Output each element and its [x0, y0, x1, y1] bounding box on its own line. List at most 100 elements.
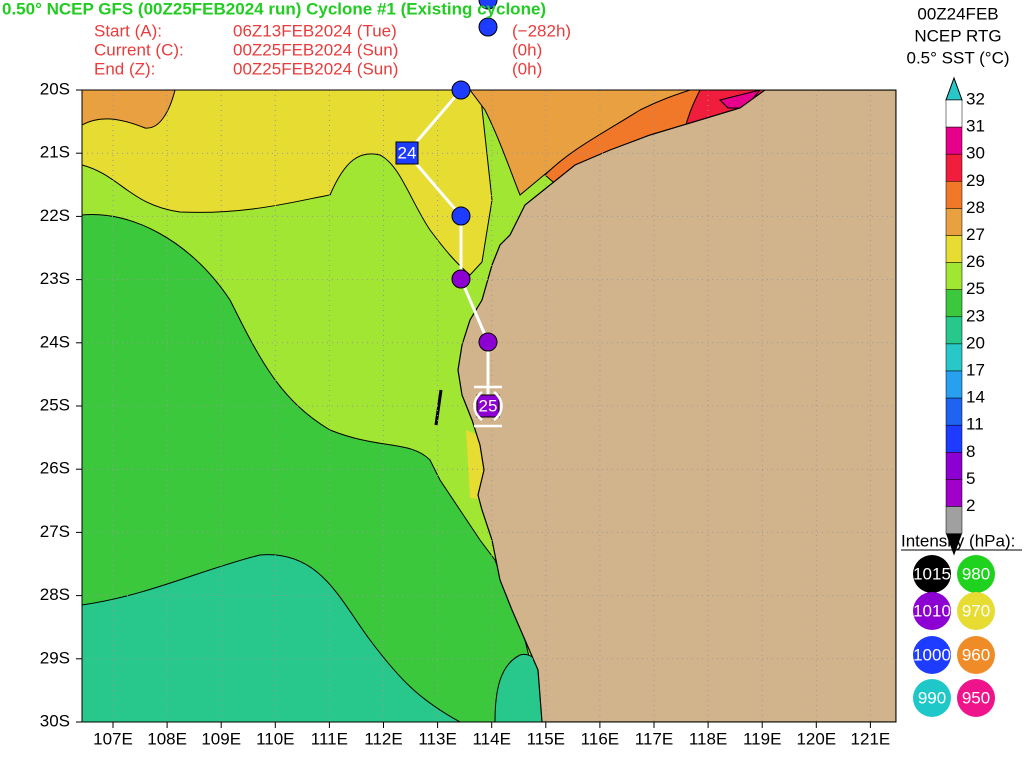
- lon-label: 118E: [689, 729, 727, 748]
- lon-label: 111E: [311, 729, 348, 748]
- lat-label: 28S: [40, 585, 70, 604]
- colorbar-label: 14: [966, 388, 985, 407]
- intensity-swatch: [913, 555, 951, 593]
- intensity-label: 1015: [913, 564, 951, 583]
- intensity-label: 960: [962, 645, 990, 664]
- colorbar-label: 17: [966, 360, 985, 379]
- colorbar-label: 32: [966, 89, 985, 108]
- colorbar-bottom: [946, 533, 962, 556]
- colorbar-label: 20: [966, 333, 985, 352]
- colorbar-label: 26: [966, 252, 985, 271]
- lon-label: 120E: [796, 729, 836, 748]
- title: 0.50° NCEP GFS (00Z25FEB2024 run) Cyclon…: [2, 0, 546, 18]
- header-line: 06Z13FEB2024 (Tue): [233, 21, 397, 40]
- colorbar-segment: [945, 99, 963, 128]
- lat-label: 24S: [40, 332, 70, 351]
- intensity-label: 990: [918, 688, 946, 707]
- colorbar-label: 11: [966, 415, 984, 434]
- header-line: End (Z):: [94, 59, 155, 78]
- track-day-marker: [395, 141, 419, 165]
- lon-label: 112E: [364, 729, 402, 748]
- top-right-label: NCEP RTG: [914, 26, 1001, 45]
- lon-label: 117E: [635, 729, 673, 748]
- lon-label: 121E: [851, 729, 891, 748]
- colorbar-segment: [945, 452, 963, 480]
- colorbar-label: 29: [966, 171, 985, 190]
- map: [82, 90, 896, 722]
- colorbar-segment: [945, 181, 963, 209]
- lon-label: 109E: [201, 729, 241, 748]
- intensity-label: 980: [962, 564, 990, 583]
- top-right-label: 00Z24FEB: [917, 4, 998, 23]
- labels: 0.50° NCEP GFS (00Z25FEB2024 run) Cyclon…: [2, 0, 1022, 748]
- intensity-swatch: [913, 636, 951, 674]
- intensity-swatch: [913, 592, 951, 630]
- lat-label: 21S: [40, 143, 70, 162]
- track-label: 25: [479, 396, 498, 415]
- intensity-swatch: [957, 555, 995, 593]
- lat-label: 30S: [40, 711, 70, 730]
- header-line: Start (A):: [94, 21, 162, 40]
- colorbar-label: 27: [966, 225, 985, 244]
- intensity-swatch: [957, 679, 995, 717]
- track-point: [478, 17, 498, 37]
- colorbar-label: 25: [966, 279, 985, 298]
- island: [434, 389, 443, 426]
- track-line: [405, 0, 490, 406]
- lat-label: 22S: [40, 206, 70, 225]
- colorbar-segment: [945, 126, 963, 155]
- lat-label: 23S: [40, 269, 70, 288]
- track-point: [451, 269, 471, 289]
- intensity-label: 1010: [913, 601, 951, 620]
- track-label: 24: [398, 143, 417, 162]
- lon-label: 113E: [418, 729, 456, 748]
- lon-label: 115E: [527, 729, 565, 748]
- colorbar-label: 2: [966, 496, 975, 515]
- lat-label: 26S: [40, 459, 70, 478]
- track-day-marker: [476, 394, 500, 418]
- track-point: [451, 80, 471, 100]
- header-line: (−282h): [512, 21, 571, 40]
- lon-label: 114E: [472, 729, 510, 748]
- lon-label: 119E: [743, 729, 781, 748]
- lon-label: 108E: [147, 729, 187, 748]
- lat-label: 25S: [40, 395, 70, 414]
- sea-23: [82, 554, 461, 722]
- lat-label: 20S: [40, 79, 70, 98]
- sea-27: [82, 90, 493, 276]
- intensity-swatch: [913, 679, 951, 717]
- track: [395, 0, 503, 428]
- colorbar-label: 30: [966, 144, 985, 163]
- intensity-label: 1000: [913, 645, 951, 664]
- colorbar-segment: [945, 343, 963, 372]
- colorbar-segment: [945, 289, 963, 318]
- colorbar-segment: [945, 479, 963, 507]
- colorbar-label: 28: [966, 198, 985, 217]
- header-line: 00Z25FEB2024 (Sun): [233, 59, 398, 78]
- track-point: [478, 332, 498, 352]
- lon-label: 107E: [93, 729, 133, 748]
- lat-label: 29S: [40, 648, 70, 667]
- colorbar-segment: [945, 370, 963, 399]
- header-line: (0h): [512, 40, 542, 59]
- intensity-label: 950: [962, 688, 990, 707]
- colorbar-segment: [945, 506, 963, 534]
- header-line: (0h): [512, 59, 542, 78]
- lon-label: 116E: [581, 729, 619, 748]
- colorbar-segment: [945, 208, 963, 236]
- colorbar-label: 5: [966, 469, 975, 488]
- intensity-swatch: [957, 636, 995, 674]
- intensity-swatch: [957, 592, 995, 630]
- lon-label: 110E: [256, 729, 294, 748]
- track-point: [478, 0, 498, 10]
- header-line: Current (C):: [94, 40, 184, 59]
- colorbar-segment: [945, 424, 963, 453]
- colorbar-top: [945, 76, 963, 101]
- colorbar-label: 8: [966, 442, 975, 461]
- cyclone-symbol: [473, 385, 503, 428]
- colorbar-label: 23: [966, 306, 985, 325]
- intensity-label: 970: [962, 601, 990, 620]
- track-point: [451, 206, 471, 226]
- top-right-label: 0.5° SST (°C): [906, 48, 1009, 67]
